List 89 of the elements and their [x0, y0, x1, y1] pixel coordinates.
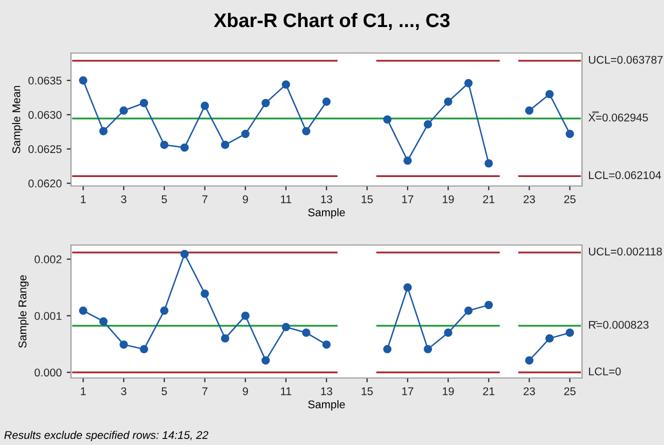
- x-tick-label: 21: [483, 387, 494, 396]
- point: [484, 300, 493, 310]
- x-tick-label: 17: [402, 195, 414, 204]
- point: [241, 312, 250, 320]
- x-tick-label: 3: [121, 195, 126, 204]
- point: [180, 250, 189, 258]
- point: [383, 115, 392, 124]
- x-tick-label: 3: [121, 387, 126, 396]
- y-tick-label: 0.0625: [28, 145, 62, 154]
- y-tick-label: 0.002: [34, 255, 62, 264]
- point: [262, 356, 270, 365]
- text: Results exclude specified rows: 14:15, 22: [4, 430, 208, 442]
- point: [160, 306, 168, 315]
- x-tick-label: 25: [564, 195, 576, 204]
- series-label: LCL=0.062104: [589, 171, 662, 180]
- point: [566, 328, 574, 337]
- x-tick-label: 5: [162, 387, 167, 396]
- point: [302, 328, 310, 337]
- point: [545, 334, 554, 343]
- point: [424, 120, 432, 128]
- point: [200, 102, 209, 110]
- point: [220, 140, 230, 150]
- point: [140, 344, 148, 354]
- y-tick-label: 0.001: [34, 312, 62, 320]
- x-tick-label: 9: [242, 387, 248, 396]
- x-tick-label: 19: [442, 387, 454, 396]
- point: [545, 90, 554, 98]
- x-tick-label: 23: [524, 195, 535, 204]
- point: [525, 356, 534, 365]
- x-tick-label: 13: [321, 387, 332, 396]
- y-tick-label: 0.0630: [28, 110, 62, 119]
- x-tick-label: 7: [202, 387, 208, 396]
- series-label: UCL=0.063787: [588, 56, 663, 64]
- point: [322, 340, 331, 349]
- point: [444, 328, 452, 337]
- point: [444, 98, 452, 106]
- point: [99, 317, 108, 326]
- series-label: LCL=0: [589, 367, 621, 376]
- x-axis-title: Sample: [308, 208, 345, 219]
- x-tick-label: 13: [321, 195, 332, 204]
- point: [79, 76, 88, 85]
- x-tick-label: 9: [242, 195, 248, 204]
- point: [403, 283, 412, 292]
- series-label: UCL=0.002118: [588, 248, 662, 256]
- y-tick-label: 0.000: [34, 368, 62, 376]
- x-tick-label: 17: [402, 387, 414, 396]
- point: [241, 130, 250, 138]
- x-tick-label: 11: [281, 195, 292, 204]
- x-tick-label: 7: [202, 195, 208, 204]
- series-label: X̿=0.062945: [588, 111, 648, 122]
- x-tick-label: 1: [80, 195, 86, 204]
- chart-title: Xbar-R Chart of C1, ..., C3: [214, 12, 450, 30]
- x-tick-label: 15: [362, 387, 373, 396]
- point: [464, 79, 473, 88]
- x-tick-label: 23: [524, 387, 535, 396]
- point: [566, 130, 574, 138]
- y-tick-label: 0.0635: [28, 76, 62, 85]
- point: [120, 340, 128, 349]
- point: [120, 106, 128, 115]
- point: [262, 98, 270, 108]
- x-tick-label: 21: [483, 195, 494, 204]
- point: [220, 334, 230, 343]
- point: [464, 306, 473, 315]
- point: [180, 143, 189, 152]
- y-axis-title: Sample Mean: [12, 86, 22, 154]
- series-label: R̄=0.000823: [589, 320, 648, 329]
- point: [403, 156, 412, 165]
- x-tick-label: 11: [281, 387, 292, 396]
- y-axis-title: Sample Range: [18, 275, 29, 348]
- point: [322, 98, 331, 106]
- x-axis-title: Sample: [308, 400, 345, 411]
- point: [302, 126, 310, 136]
- x-tick-label: 19: [442, 195, 454, 204]
- x-tick-label: 5: [162, 195, 167, 204]
- y-tick-label: 0.0620: [28, 180, 62, 188]
- x-tick-label: 25: [564, 387, 576, 396]
- point: [282, 80, 290, 89]
- point: [160, 140, 168, 150]
- point: [79, 306, 88, 315]
- x-tick-label: 1: [80, 387, 86, 396]
- point: [424, 344, 432, 354]
- point: [525, 106, 534, 115]
- x-tick-label: 15: [362, 195, 373, 204]
- point: [383, 344, 392, 354]
- point: [140, 98, 148, 108]
- point: [282, 322, 290, 332]
- point: [99, 126, 108, 136]
- point: [200, 290, 209, 298]
- point: [484, 159, 493, 168]
